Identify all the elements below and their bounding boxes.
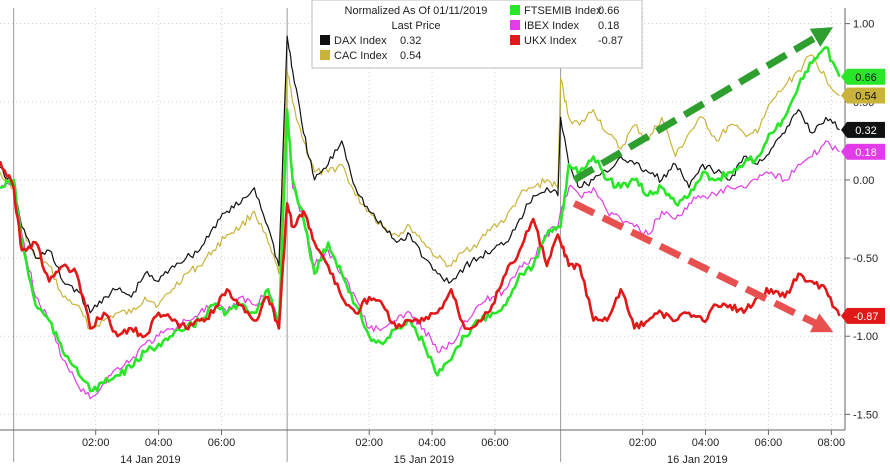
x-tick-label: 02:00 <box>355 437 383 449</box>
y-tick-label: -1.00 <box>853 331 878 343</box>
x-tick-label: 06:00 <box>481 437 509 449</box>
legend-swatch <box>510 5 520 15</box>
series-line <box>0 54 840 330</box>
x-tick-label: 06:00 <box>755 437 783 449</box>
last-value-label: -0.87 <box>853 311 878 323</box>
series-line <box>0 45 841 393</box>
last-value-label: 0.18 <box>855 147 876 159</box>
legend-last-value: 0.54 <box>400 50 421 62</box>
trend-arrow <box>572 200 834 333</box>
legend-last-value: 0.66 <box>598 5 619 17</box>
x-tick-label: 08:00 <box>818 437 846 449</box>
legend-last-value: 0.18 <box>598 20 619 32</box>
x-tick-label: 04:00 <box>418 437 446 449</box>
last-value-badge-pointer <box>841 121 847 138</box>
legend-swatch <box>320 35 330 45</box>
legend-box <box>311 0 643 69</box>
legend-subtitle: Last Price <box>392 20 441 32</box>
x-day-label: 14 Jan 2019 <box>120 454 181 466</box>
x-tick-label: 04:00 <box>145 437 173 449</box>
y-tick-label: 1.00 <box>853 19 874 31</box>
last-value-badge-pointer <box>841 68 847 85</box>
legend-series-name: IBEX Index <box>524 20 580 32</box>
last-value-label: 0.54 <box>855 91 876 103</box>
x-day-label: 15 Jan 2019 <box>394 454 455 466</box>
legend-swatch <box>510 35 520 45</box>
last-value-badge-pointer <box>841 307 847 324</box>
last-value-badge <box>847 68 885 85</box>
last-value-label: 0.32 <box>855 125 876 137</box>
last-value-badge <box>847 87 885 104</box>
series-line <box>0 160 841 339</box>
legend-series-name: FTSEMIB Index <box>524 5 602 17</box>
legend-title: Normalized As Of 01/11/2019 <box>345 5 488 17</box>
legend-last-value: 0.32 <box>400 35 421 47</box>
trend-arrow <box>572 27 834 183</box>
last-value-badge <box>847 307 885 324</box>
series-line <box>0 35 840 314</box>
y-tick-label: 0.00 <box>853 175 874 187</box>
x-tick-label: 04:00 <box>692 437 720 449</box>
y-tick-label: -1.50 <box>853 409 878 421</box>
legend-series-name: UKX Index <box>524 35 577 47</box>
legend-series-name: CAC Index <box>334 50 388 62</box>
last-value-badge <box>847 143 885 160</box>
x-tick-label: 02:00 <box>629 437 657 449</box>
y-tick-label: -0.50 <box>853 253 878 265</box>
last-value-label: 0.66 <box>855 72 876 84</box>
x-tick-label: 02:00 <box>82 437 110 449</box>
series-line <box>0 116 840 400</box>
x-tick-label: 06:00 <box>208 437 236 449</box>
last-value-badge-pointer <box>841 87 847 104</box>
last-value-badge <box>847 121 885 138</box>
last-value-badge-pointer <box>841 143 847 160</box>
legend-last-value: -0.87 <box>598 35 623 47</box>
legend-swatch <box>320 50 330 60</box>
x-day-label: 16 Jan 2019 <box>667 454 728 466</box>
legend-series-name: DAX Index <box>334 35 387 47</box>
legend-swatch <box>510 20 520 30</box>
